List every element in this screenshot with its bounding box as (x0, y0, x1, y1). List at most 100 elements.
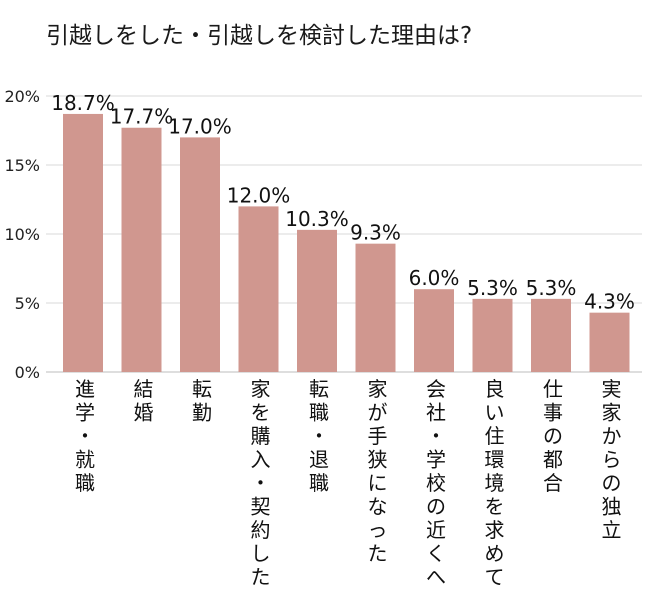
category-label-char: ・ (75, 424, 95, 448)
category-label-char: 住 (485, 424, 505, 448)
data-label: 4.3% (584, 290, 635, 314)
category-label-char: 境 (485, 471, 505, 495)
category-label-char: か (602, 424, 622, 448)
data-label: 12.0% (227, 183, 291, 207)
category-label-char: て (485, 565, 505, 589)
category-label-char: 会 (426, 377, 446, 401)
category-label-char: 都 (543, 448, 563, 472)
category-label: 家が手狭になった (368, 377, 388, 566)
category-label-char: 契 (251, 495, 271, 519)
category-label-char: ・ (309, 424, 329, 448)
bar (414, 289, 454, 372)
category-label-char: 入 (251, 448, 271, 472)
category-label-char: 仕 (543, 377, 563, 401)
category-label-char: の (426, 495, 446, 519)
bar (121, 127, 162, 373)
data-label: 5.3% (467, 276, 518, 300)
y-tick-label: 5% (15, 294, 40, 313)
category-label-char: 立 (602, 518, 622, 542)
category-label-char: を (251, 401, 271, 425)
category-label-char: し (251, 542, 271, 566)
category-label: 良い住環境を求めて (485, 377, 505, 589)
category-label: 会社・学校の近くへ (426, 377, 446, 589)
category-label-char: 転 (309, 377, 329, 401)
category-label-char: 進 (75, 377, 95, 401)
category-label-char: の (543, 424, 563, 448)
data-label: 10.3% (285, 207, 349, 231)
category-label: 転職・退職 (309, 377, 329, 495)
category-label-char: が (368, 401, 388, 425)
y-axis-ticks: 0% 5% 10% 15% 20% (4, 87, 40, 382)
category-label: 転勤 (192, 377, 212, 425)
category-label-char: た (368, 542, 388, 566)
data-label: 17.7% (110, 105, 174, 129)
data-label: 6.0% (409, 266, 460, 290)
data-label: 18.7% (51, 91, 115, 115)
category-label-char: い (485, 401, 505, 425)
category-label-char: 約 (251, 518, 271, 542)
category-label-char: 学 (75, 401, 95, 425)
category-label-char: ・ (251, 471, 271, 495)
y-tick-label: 10% (4, 225, 40, 244)
category-label-char: 手 (368, 424, 388, 448)
category-label-char: 環 (485, 448, 505, 472)
data-label: 5.3% (526, 276, 577, 300)
category-label-char: 求 (485, 518, 505, 542)
category-label: 進学・就職 (75, 377, 95, 495)
bar (355, 243, 396, 372)
data-label: 17.0% (168, 114, 232, 138)
category-label-char: 転 (192, 377, 212, 401)
category-label: 実家からの独立 (602, 377, 622, 542)
category-label: 結婚 (134, 377, 154, 425)
category-label-char: 婚 (134, 401, 154, 425)
category-label-char: 学 (426, 448, 446, 472)
category-label-char: 実 (602, 377, 622, 401)
category-label-char: め (485, 542, 505, 566)
category-label-char: 社 (426, 401, 446, 425)
category-label-char: に (368, 471, 388, 495)
category-label-char: っ (368, 518, 388, 542)
data-labels: 18.7%17.7%17.0% 12.0%10.3%9.3% 6.0% 5.3% 5.3… (51, 91, 635, 314)
category-label-char: 家 (368, 377, 388, 401)
category-label-char: た (251, 565, 271, 589)
category-labels: 進学・就職結婚転勤家を購入・契約した転職・退職家が手狭になった会社・学校の近くへ… (75, 377, 622, 589)
category-label-char: く (426, 542, 446, 566)
category-label-char: ら (602, 448, 622, 472)
bar (589, 312, 630, 372)
category-label-char: へ (426, 565, 446, 589)
category-label-char: の (602, 471, 622, 495)
category-label-char: 近 (426, 518, 446, 542)
category-label-char: 勤 (192, 401, 212, 425)
category-label-char: 結 (134, 377, 154, 401)
category-label-char: 良 (485, 377, 505, 401)
bar (531, 298, 571, 372)
category-label-char: 職 (309, 401, 329, 425)
category-label-char: 事 (543, 401, 563, 425)
bar (238, 206, 279, 372)
bar (297, 229, 337, 372)
data-label: 9.3% (350, 221, 401, 245)
category-label-char: 家 (251, 377, 271, 401)
bar (180, 137, 220, 372)
category-label-char: 就 (75, 448, 95, 472)
category-label-char: 家 (602, 401, 622, 425)
category-label-char: 合 (543, 471, 563, 495)
y-tick-label: 0% (15, 363, 40, 382)
category-label: 家を購入・契約した (251, 377, 271, 589)
category-label-char: 職 (309, 471, 329, 495)
y-tick-label: 20% (4, 87, 40, 106)
category-label-char: 独 (602, 495, 622, 519)
category-label-char: を (485, 495, 505, 519)
chart-title: 引越しをした・引越しを検討した理由は? (46, 23, 473, 49)
category-label-char: 購 (251, 424, 271, 448)
category-label-char: な (368, 495, 388, 519)
category-label-char: ・ (426, 424, 446, 448)
bar (63, 113, 103, 372)
category-label-char: 狭 (368, 448, 388, 472)
category-label-char: 職 (75, 471, 95, 495)
category-label-char: 校 (426, 471, 446, 495)
y-tick-label: 15% (4, 156, 40, 175)
bars (63, 113, 630, 373)
category-label: 仕事の都合 (543, 377, 563, 495)
category-label-char: 退 (309, 448, 329, 472)
